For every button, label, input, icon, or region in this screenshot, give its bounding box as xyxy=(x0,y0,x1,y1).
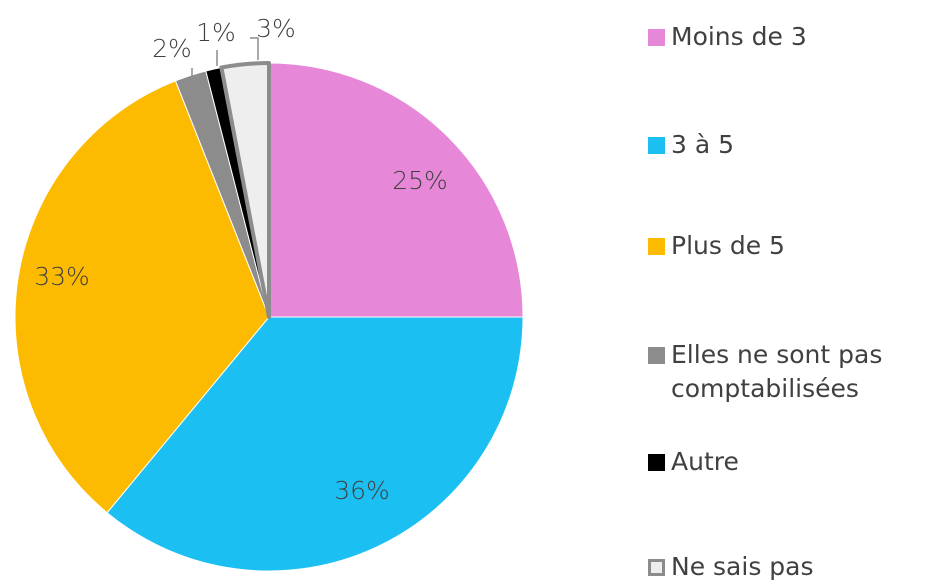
legend-swatch xyxy=(648,238,665,255)
legend-swatch xyxy=(648,347,665,364)
pie-slice xyxy=(219,61,271,319)
legend-label: Ne sais pas xyxy=(671,552,814,581)
legend-label: Autre xyxy=(671,447,739,476)
data-label: 3% xyxy=(256,14,296,43)
leader-line xyxy=(250,37,259,60)
data-label: 1% xyxy=(196,18,236,47)
pie-slice xyxy=(106,316,524,572)
legend-label: Elles ne sont pas comptabilisées xyxy=(671,340,883,403)
pie-slice xyxy=(268,62,524,318)
data-label: 33% xyxy=(34,262,90,291)
legend-swatch xyxy=(648,137,665,154)
legend-item: Plus de 5 xyxy=(648,229,926,263)
data-label: 2% xyxy=(152,34,192,63)
legend-item: Moins de 3 xyxy=(648,20,926,54)
pie-slice xyxy=(14,80,270,514)
legend-swatch xyxy=(648,454,665,471)
data-label: 36% xyxy=(334,476,390,505)
legend-label: Plus de 5 xyxy=(671,231,785,260)
pie-chart: 25% 36% 33% 2%1% 3% xyxy=(14,14,524,572)
data-label: 25% xyxy=(392,166,448,195)
legend-item: Ne sais pas xyxy=(648,550,926,584)
legend-item: 3 à 5 xyxy=(648,128,926,162)
legend-item: Elles ne sont pas comptabilisées xyxy=(648,338,926,406)
legend-item: Autre xyxy=(648,445,926,479)
legend-label: Moins de 3 xyxy=(671,22,807,51)
legend-swatch xyxy=(648,559,665,576)
legend-label: 3 à 5 xyxy=(671,130,735,159)
legend-swatch xyxy=(648,29,665,46)
